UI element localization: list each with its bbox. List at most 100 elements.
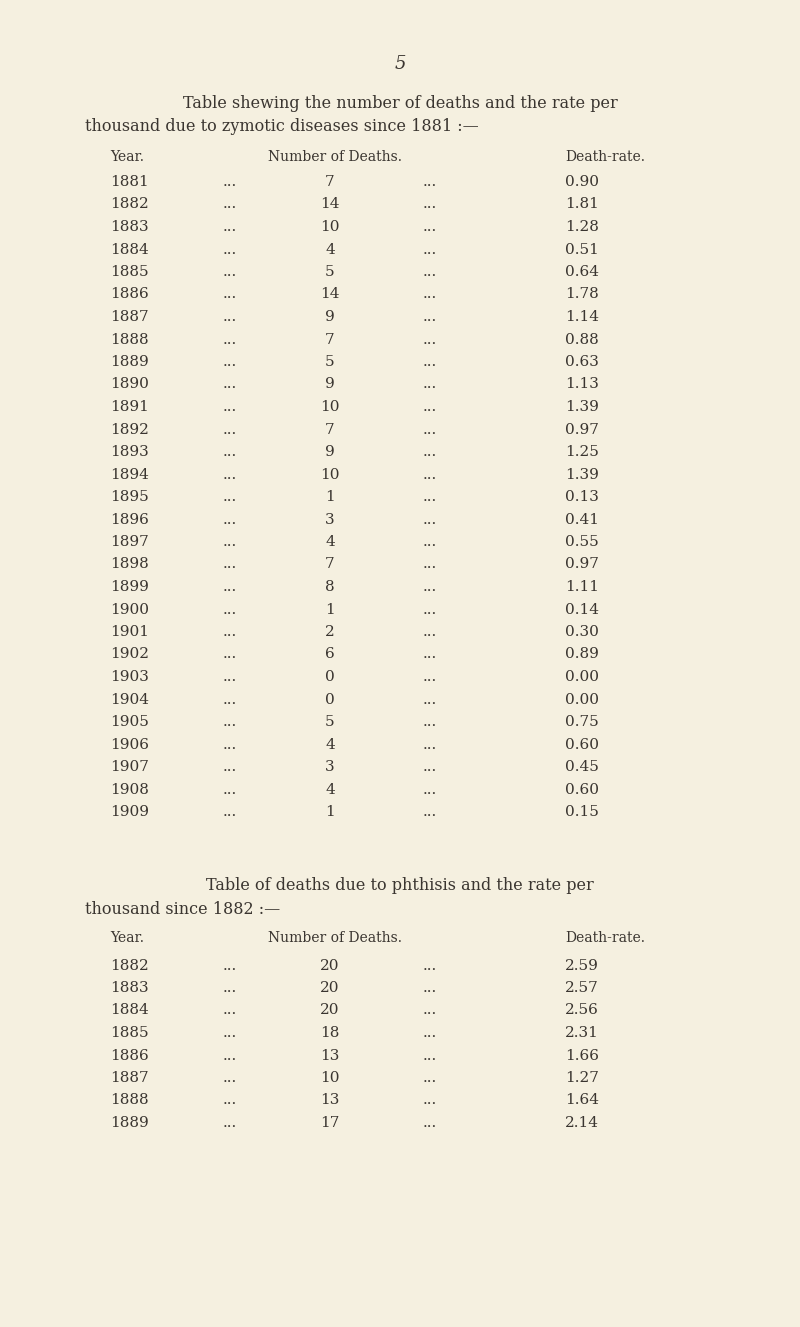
Text: 1889: 1889 [110, 1116, 149, 1131]
Text: ...: ... [423, 805, 437, 819]
Text: ...: ... [223, 805, 237, 819]
Text: 10: 10 [320, 220, 340, 234]
Text: ...: ... [423, 1071, 437, 1085]
Text: 2.14: 2.14 [565, 1116, 599, 1131]
Text: ...: ... [223, 535, 237, 549]
Text: 1889: 1889 [110, 356, 149, 369]
Text: ...: ... [423, 783, 437, 796]
Text: ...: ... [223, 783, 237, 796]
Text: 14: 14 [320, 288, 340, 301]
Text: 13: 13 [320, 1093, 340, 1108]
Text: 1898: 1898 [110, 557, 149, 572]
Text: 1907: 1907 [110, 760, 149, 774]
Text: 1884: 1884 [110, 243, 149, 256]
Text: 5: 5 [325, 265, 335, 279]
Text: 13: 13 [320, 1048, 340, 1063]
Text: 0.15: 0.15 [565, 805, 599, 819]
Text: ...: ... [223, 422, 237, 437]
Text: ...: ... [423, 1093, 437, 1108]
Text: 1895: 1895 [110, 490, 149, 504]
Text: ...: ... [423, 243, 437, 256]
Text: ...: ... [423, 602, 437, 617]
Text: ...: ... [423, 670, 437, 683]
Text: ...: ... [223, 333, 237, 346]
Text: ...: ... [423, 288, 437, 301]
Text: 2: 2 [325, 625, 335, 640]
Text: 1906: 1906 [110, 738, 149, 751]
Text: ...: ... [223, 220, 237, 234]
Text: 1894: 1894 [110, 467, 149, 482]
Text: thousand since 1882 :—: thousand since 1882 :— [85, 901, 280, 917]
Text: ...: ... [423, 580, 437, 594]
Text: 0.13: 0.13 [565, 490, 599, 504]
Text: ...: ... [223, 198, 237, 211]
Text: ...: ... [223, 958, 237, 973]
Text: ...: ... [223, 265, 237, 279]
Text: 1.25: 1.25 [565, 445, 599, 459]
Text: 7: 7 [325, 333, 335, 346]
Text: 17: 17 [320, 1116, 340, 1131]
Text: 1897: 1897 [110, 535, 149, 549]
Text: 0.00: 0.00 [565, 670, 599, 683]
Text: ...: ... [223, 512, 237, 527]
Text: 1: 1 [325, 602, 335, 617]
Text: 7: 7 [325, 175, 335, 188]
Text: 1896: 1896 [110, 512, 149, 527]
Text: ...: ... [423, 958, 437, 973]
Text: Death-rate.: Death-rate. [565, 150, 645, 165]
Text: ...: ... [423, 1048, 437, 1063]
Text: ...: ... [423, 535, 437, 549]
Text: 7: 7 [325, 422, 335, 437]
Text: ...: ... [223, 602, 237, 617]
Text: ...: ... [223, 445, 237, 459]
Text: 1888: 1888 [110, 333, 149, 346]
Text: 1.13: 1.13 [565, 377, 599, 391]
Text: ...: ... [223, 715, 237, 729]
Text: 9: 9 [325, 377, 335, 391]
Text: ...: ... [223, 377, 237, 391]
Text: 1904: 1904 [110, 693, 149, 706]
Text: 0: 0 [325, 670, 335, 683]
Text: 4: 4 [325, 535, 335, 549]
Text: 10: 10 [320, 1071, 340, 1085]
Text: Number of Deaths.: Number of Deaths. [268, 150, 402, 165]
Text: 1891: 1891 [110, 399, 149, 414]
Text: thousand due to zymotic diseases since 1881 :—: thousand due to zymotic diseases since 1… [85, 118, 478, 135]
Text: ...: ... [223, 175, 237, 188]
Text: ...: ... [423, 760, 437, 774]
Text: 9: 9 [325, 445, 335, 459]
Text: 1881: 1881 [110, 175, 149, 188]
Text: 1901: 1901 [110, 625, 149, 640]
Text: ...: ... [223, 760, 237, 774]
Text: ...: ... [223, 981, 237, 995]
Text: 20: 20 [320, 958, 340, 973]
Text: ...: ... [223, 557, 237, 572]
Text: 0.55: 0.55 [565, 535, 598, 549]
Text: 1884: 1884 [110, 1003, 149, 1018]
Text: 1902: 1902 [110, 648, 149, 661]
Text: 20: 20 [320, 1003, 340, 1018]
Text: ...: ... [423, 422, 437, 437]
Text: ...: ... [223, 1093, 237, 1108]
Text: ...: ... [423, 490, 437, 504]
Text: 1908: 1908 [110, 783, 149, 796]
Text: 0.88: 0.88 [565, 333, 598, 346]
Text: ...: ... [423, 311, 437, 324]
Text: ...: ... [423, 512, 437, 527]
Text: 1.64: 1.64 [565, 1093, 599, 1108]
Text: 4: 4 [325, 738, 335, 751]
Text: ...: ... [223, 670, 237, 683]
Text: 7: 7 [325, 557, 335, 572]
Text: ...: ... [423, 648, 437, 661]
Text: ...: ... [223, 1071, 237, 1085]
Text: 0.60: 0.60 [565, 738, 599, 751]
Text: Death-rate.: Death-rate. [565, 930, 645, 945]
Text: Table shewing the number of deaths and the rate per: Table shewing the number of deaths and t… [182, 96, 618, 111]
Text: ...: ... [223, 693, 237, 706]
Text: 5: 5 [325, 715, 335, 729]
Text: 2.56: 2.56 [565, 1003, 599, 1018]
Text: 4: 4 [325, 243, 335, 256]
Text: ...: ... [423, 1116, 437, 1131]
Text: 1893: 1893 [110, 445, 149, 459]
Text: ...: ... [223, 580, 237, 594]
